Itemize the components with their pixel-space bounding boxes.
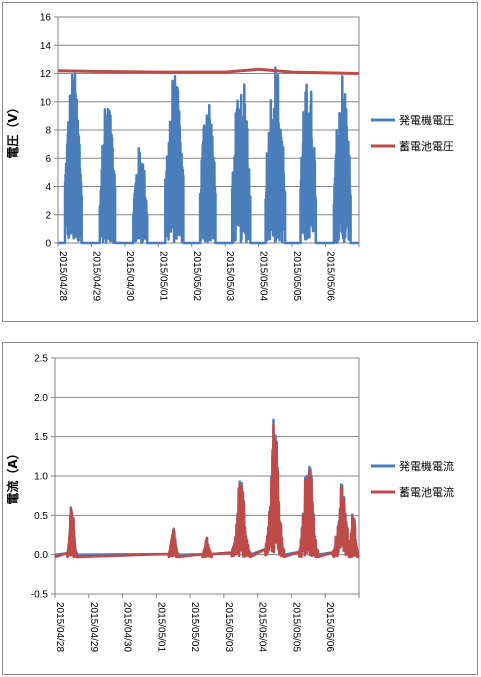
y-tick-label: 12: [40, 69, 52, 80]
y-tick-label: -0.5: [31, 590, 49, 601]
y-tick-label: 8: [45, 126, 51, 137]
y-tick-label: 1.5: [34, 432, 48, 443]
y-tick-label: 2.0: [34, 393, 48, 404]
y-axis-label: 電圧（V）: [5, 101, 20, 158]
legend-label-1: 発電機電圧: [399, 113, 454, 127]
series-battery-voltage-line: [57, 67, 360, 75]
x-tick-label: 2015/05/04: [257, 602, 268, 652]
x-tick-label: 2015/04/29: [90, 251, 101, 301]
x-tick-label: 2015/04/30: [124, 251, 135, 301]
x-tick-label: 2015/05/06: [325, 251, 336, 301]
current-chart-panel: -0.5 0.0 0.5 1.0 1.5 2.0 2.5 2015/04/28 2015/04/…: [2, 342, 478, 675]
x-tick-label: 2015/05/04: [258, 251, 269, 301]
legend-label-2: 蓄電池電流: [399, 485, 454, 499]
x-tick-label: 2015/05/05: [291, 251, 302, 301]
x-tick-label: 2015/05/03: [223, 602, 234, 652]
y-tick-label: 0.5: [34, 511, 48, 522]
x-tick-label: 2015/05/02: [189, 602, 200, 652]
y-tick-label: 14: [40, 41, 52, 52]
y-tick-label: 2.5: [34, 354, 48, 365]
current-chart: -0.5 0.0 0.5 1.0 1.5 2.0 2.5 2015/04/28 2015/04/…: [5, 354, 454, 653]
y-tick-label: 10: [40, 97, 52, 108]
x-tick-label: 2015/05/05: [290, 602, 301, 652]
y-axis-label: 電流（A）: [5, 447, 20, 504]
x-tick-label: 2015/05/01: [155, 602, 166, 652]
x-tick-label: 2015/04/29: [88, 602, 99, 652]
legend-label-2: 蓄電池電圧: [399, 140, 454, 153]
legend-label-1: 発電機電流: [399, 459, 454, 473]
y-tick-label: 4: [45, 182, 51, 193]
x-tick-label: 2015/04/28: [57, 251, 68, 301]
series-generator-voltage-line: [58, 66, 359, 245]
y-tick-label: 16: [40, 13, 52, 24]
x-tick-label: 2015/05/02: [191, 251, 202, 301]
voltage-chart-panel: 0 2 4 6 8 10 12 14 16 2015/04/28 2015/04/29 2015/04…: [2, 2, 478, 322]
y-tick-label: 0: [45, 239, 51, 250]
x-tick-label: 2015/05/06: [324, 602, 335, 652]
x-tick-label: 2015/05/01: [157, 251, 168, 301]
x-tick-label: 2015/04/28: [54, 602, 65, 652]
x-tick-label: 2015/05/03: [224, 251, 235, 301]
voltage-chart: 0 2 4 6 8 10 12 14 16 2015/04/28 2015/04/29 2015/04…: [5, 13, 454, 302]
x-tick-label: 2015/04/30: [122, 602, 133, 652]
y-tick-label: 2: [45, 210, 51, 221]
series-battery-current-line: [54, 423, 360, 559]
y-tick-label: 6: [45, 154, 51, 165]
y-tick-label: 0.0: [34, 550, 48, 561]
y-tick-label: 1.0: [34, 472, 48, 483]
